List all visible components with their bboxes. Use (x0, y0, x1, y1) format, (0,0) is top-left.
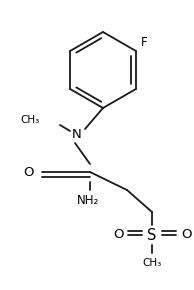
Text: O: O (113, 229, 123, 242)
Text: O: O (23, 166, 33, 179)
Text: N: N (72, 128, 82, 142)
Text: NH₂: NH₂ (77, 193, 99, 206)
Text: O: O (181, 229, 191, 242)
Text: S: S (147, 227, 157, 242)
Text: CH₃: CH₃ (142, 258, 162, 268)
Text: F: F (141, 37, 147, 50)
Text: CH₃: CH₃ (21, 115, 40, 125)
